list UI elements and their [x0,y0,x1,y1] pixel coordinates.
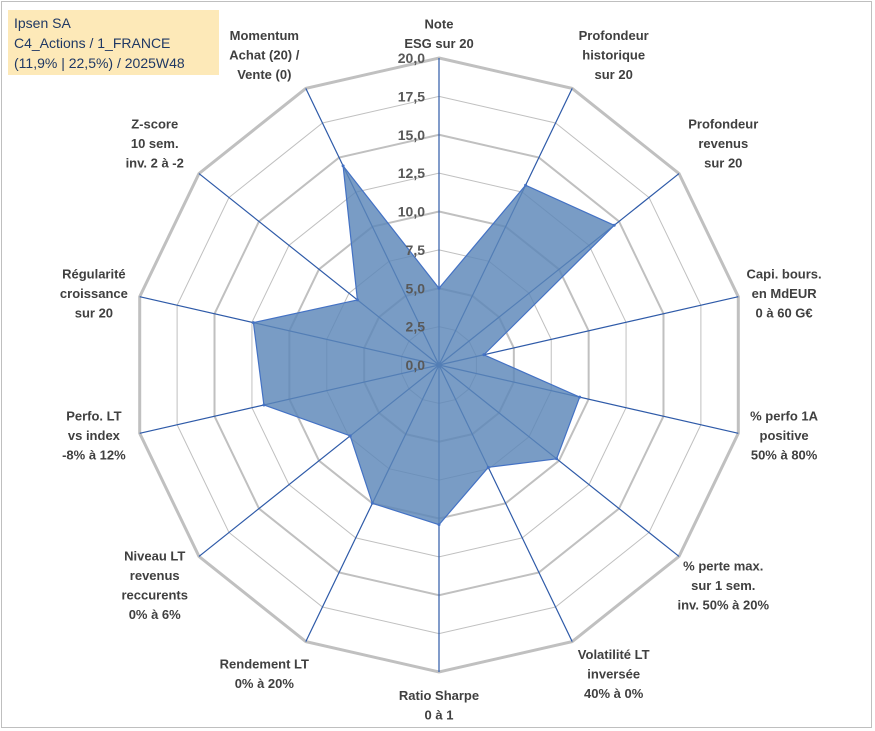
axis-label: % perte max. sur 1 sem. inv. 50% à 20% [678,558,770,612]
axis-label: Z-score 10 sem. inv. 2 à -2 [126,117,184,171]
axis-label: Ratio Sharpe 0 à 1 [399,688,479,723]
data-point [355,298,359,302]
tick-label: 5,0 [406,280,426,296]
company-name: Ipsen SA [14,15,71,31]
data-point [262,403,266,407]
data-point [524,183,528,187]
tick-label: 17,5 [398,88,425,104]
axis-label: Perfo. LT vs index -8% à 12% [62,408,126,462]
tick-label: 2,5 [406,319,426,335]
axis-label: Niveau LT revenus reccurents 0% à 6% [121,549,187,623]
axis-label: Rendement LT 0% à 20% [220,657,309,692]
data-point [555,457,559,461]
axis-label: Régularité croissance sur 20 [60,267,128,321]
data-point [437,523,441,527]
data-point [486,465,490,469]
data-point [348,434,352,438]
data-series [251,163,616,527]
data-point [437,286,441,290]
axis-label: Capi. bours. en MdEUR 0 à 60 G€ [747,267,822,321]
axis-label: Note ESG sur 20 [404,17,473,52]
radial-ticks: 0,0 2,5 5,0 7,5 10,0 12,5 15,0 17,5 20,0 [398,50,425,373]
tick-label: 20,0 [398,50,425,66]
data-point [612,223,616,227]
tick-label: 12,5 [398,165,425,181]
axis-label: % perfo 1A positive 50% à 80% [750,408,819,462]
data-point [370,501,374,505]
tick-label: 0,0 [406,357,426,373]
data-point [482,353,486,357]
period-label: (11,9% | 22,5%) / 2025W48 [14,55,185,71]
chart-title-box: Ipsen SA C4_Actions / 1_FRANCE (11,9% | … [8,10,219,75]
data-point [341,164,345,168]
axis-spoke [438,296,739,366]
axis-label: Volatilité LT inversée 40% à 0% [578,647,650,701]
tick-label: 10,0 [398,204,425,220]
axis-labels: Note ESG sur 20 Profondeur historique sur 20… [60,17,822,723]
series-area [252,163,616,526]
axis-label: Profondeur revenus sur 20 [688,117,758,171]
data-point [578,395,582,399]
data-point [251,321,255,325]
tick-label: 7,5 [406,242,426,258]
axis-label: Momentum Achat (20) / Vente (0) [229,28,299,82]
portfolio-label: C4_Actions / 1_FRANCE [14,35,171,51]
tick-label: 15,0 [398,127,425,143]
axis-label: Profondeur historique sur 20 [579,28,649,82]
